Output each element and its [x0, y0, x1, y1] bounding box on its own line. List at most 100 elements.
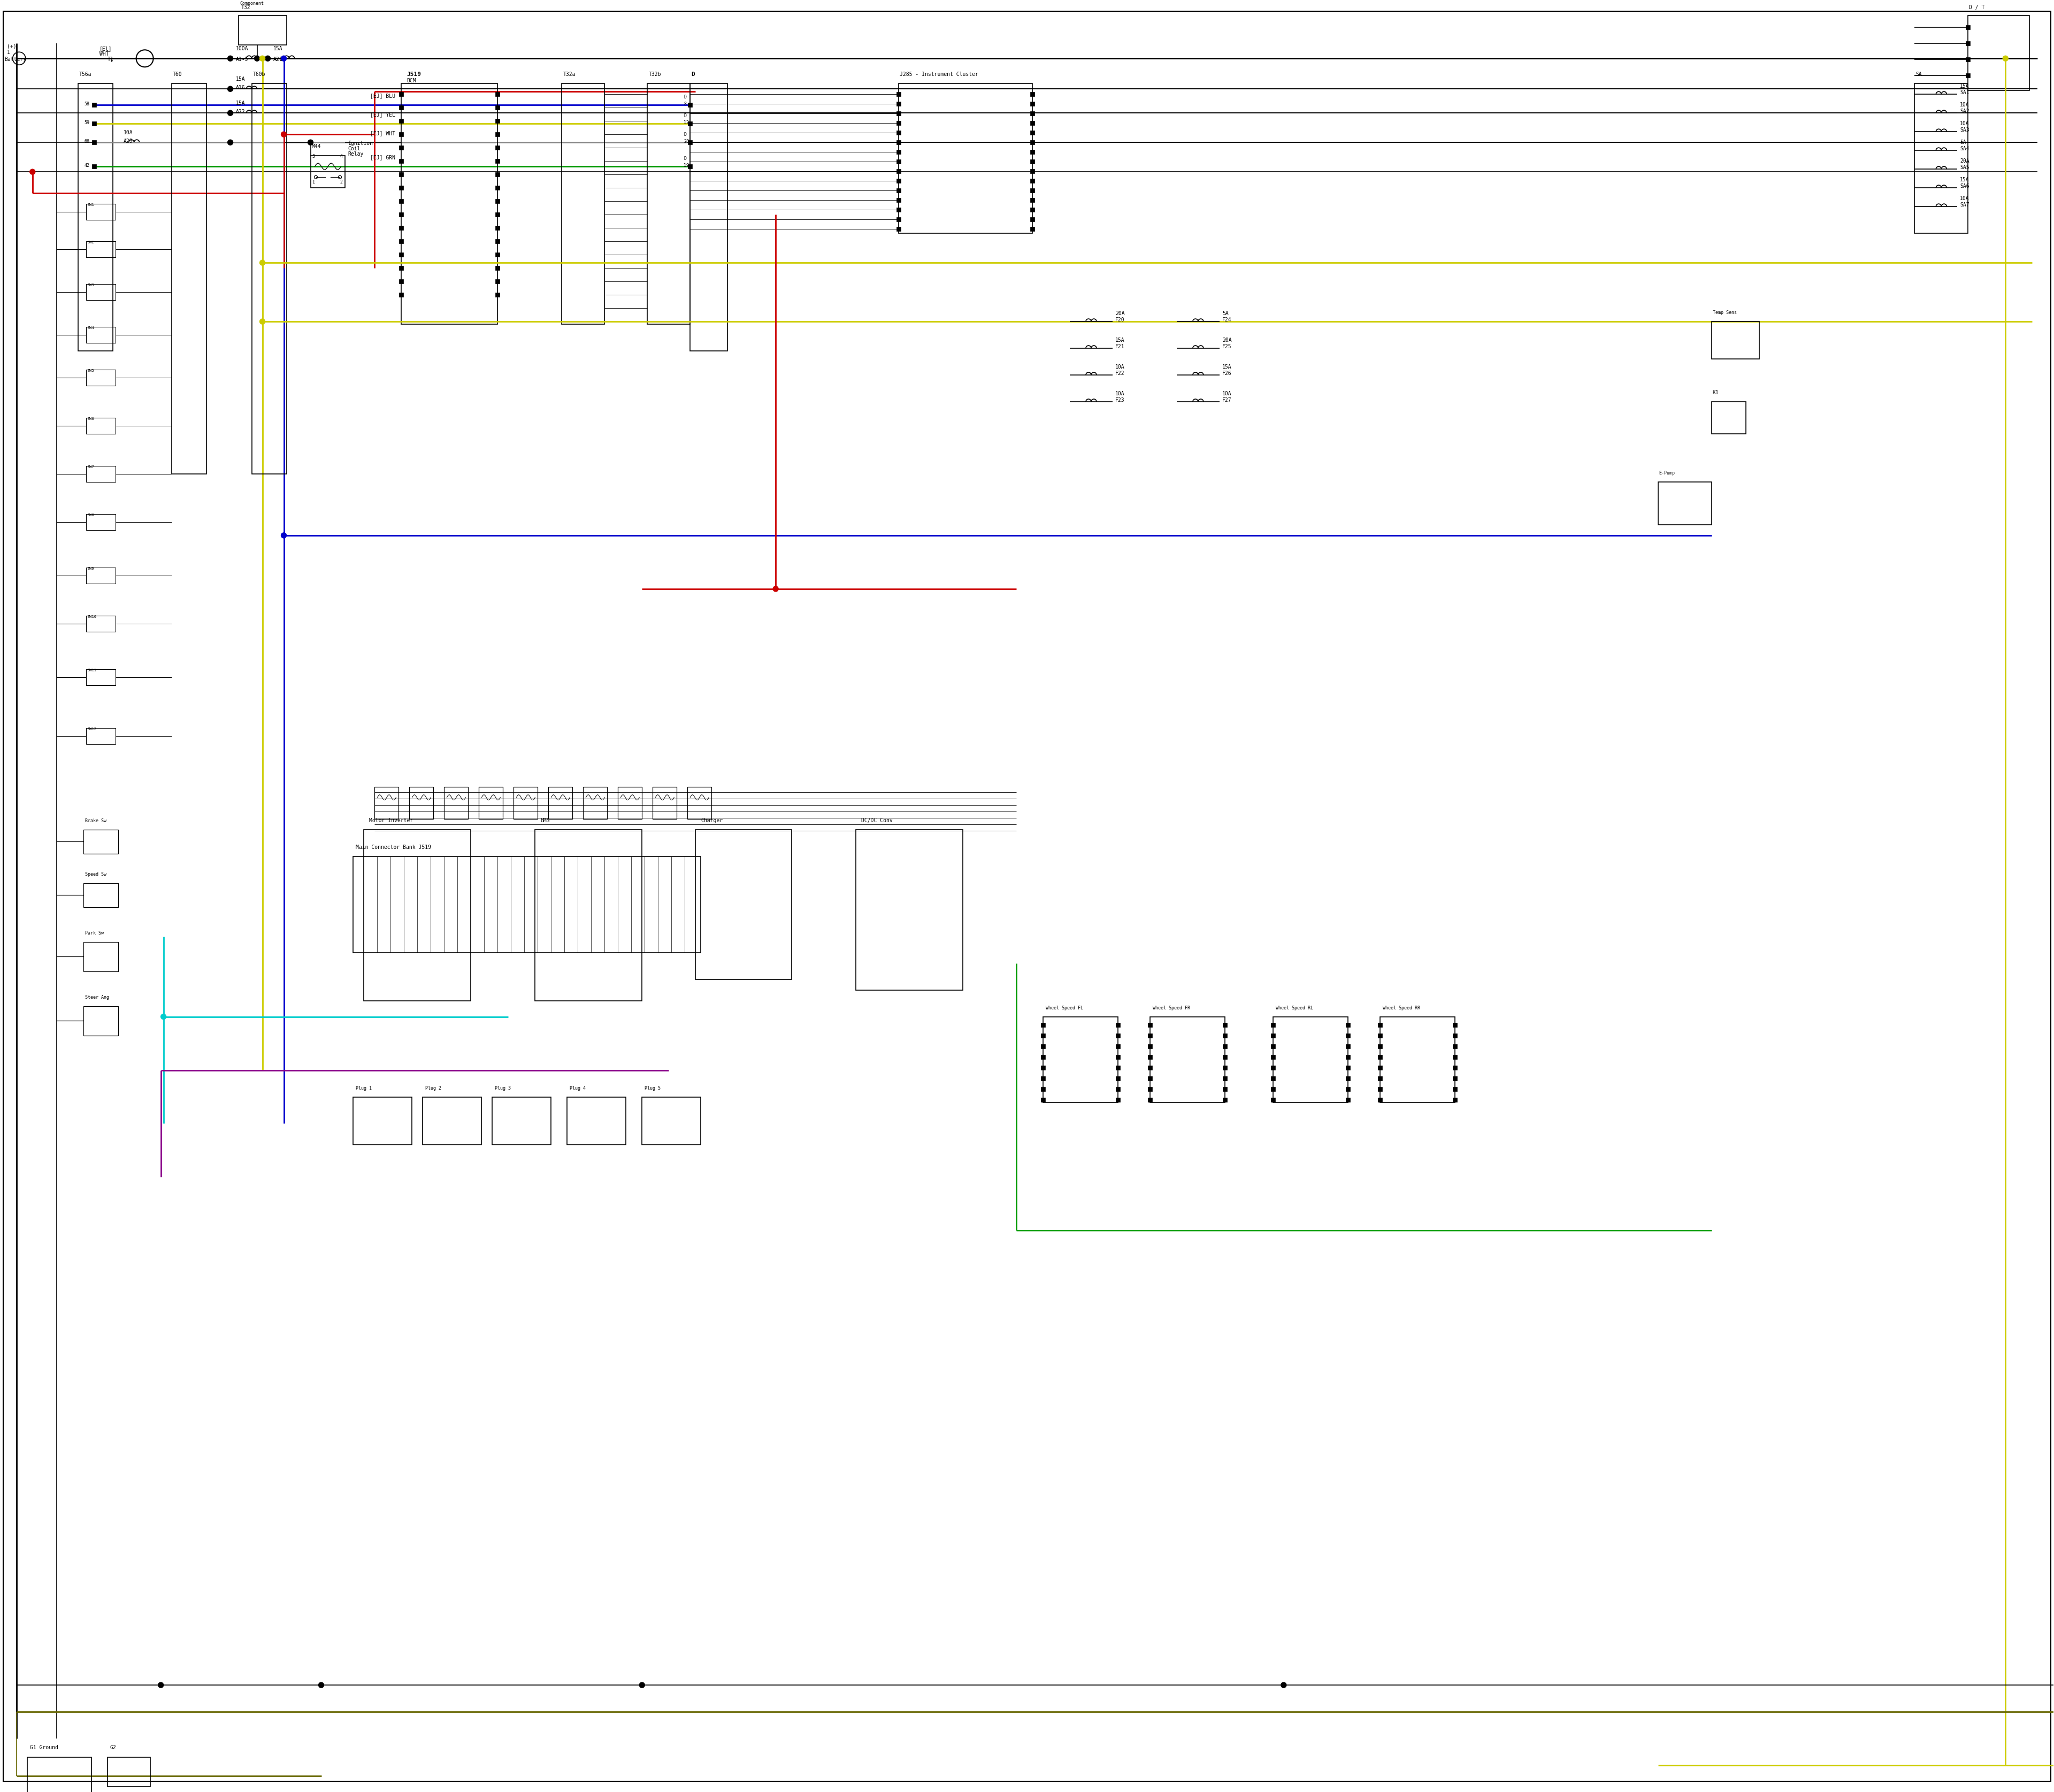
Bar [1031, 188, 1035, 194]
Bar [107, 1758, 150, 1787]
Bar [1378, 1023, 1382, 1027]
Bar [1271, 1045, 1276, 1048]
Bar [896, 188, 902, 194]
Text: SW11: SW11 [88, 668, 97, 672]
Text: WHT: WHT [99, 52, 109, 57]
Bar [353, 1097, 413, 1145]
Circle shape [308, 140, 312, 145]
Bar [1041, 1055, 1045, 1059]
Text: [EJ] WHT: [EJ] WHT [370, 131, 396, 136]
Bar [1222, 1034, 1226, 1038]
Bar [1115, 1097, 1119, 1102]
Bar [1378, 1034, 1382, 1038]
Circle shape [259, 260, 265, 265]
Text: F25: F25 [1222, 344, 1232, 349]
Bar [495, 213, 499, 217]
Text: SW4: SW4 [88, 326, 94, 330]
Text: 20A: 20A [1115, 310, 1126, 315]
Bar [1031, 197, 1035, 202]
Bar [1345, 1023, 1349, 1027]
Text: 10A: 10A [1115, 364, 1126, 369]
Text: 1: 1 [312, 179, 314, 185]
Bar [92, 102, 97, 108]
Bar [1271, 1075, 1276, 1081]
Bar [86, 369, 115, 385]
Bar [1452, 1045, 1456, 1048]
Bar [398, 280, 403, 283]
Bar [495, 199, 499, 202]
Bar [1150, 1016, 1224, 1102]
Circle shape [281, 56, 286, 61]
Text: SA4: SA4 [1960, 147, 1970, 152]
Text: Temp Sens: Temp Sens [1713, 310, 1736, 315]
Bar [1378, 1055, 1382, 1059]
Text: (+): (+) [6, 43, 16, 48]
Text: 15A: 15A [1960, 177, 1970, 183]
Text: SW6: SW6 [88, 418, 94, 421]
Bar [1115, 1086, 1119, 1091]
Text: Component: Component [240, 2, 265, 5]
Bar [495, 280, 499, 283]
Bar [514, 787, 538, 819]
Bar [1378, 1064, 1382, 1070]
Text: 59: 59 [84, 120, 90, 125]
Bar [1148, 1023, 1152, 1027]
Bar [86, 728, 115, 744]
Circle shape [228, 86, 232, 91]
Bar [618, 787, 643, 819]
Bar [1041, 1097, 1045, 1102]
Bar [84, 830, 117, 853]
Bar [398, 106, 403, 109]
Circle shape [255, 56, 259, 61]
Text: SW2: SW2 [88, 240, 94, 244]
Bar [1115, 1075, 1119, 1081]
Bar [896, 122, 902, 125]
Bar [84, 943, 117, 971]
Bar [398, 172, 403, 177]
Bar [495, 253, 499, 256]
Bar [1271, 1097, 1276, 1102]
Bar [398, 145, 403, 151]
Bar [1711, 321, 1760, 358]
Bar [495, 265, 499, 271]
Text: SW10: SW10 [88, 615, 97, 618]
Bar [1966, 25, 1970, 30]
Bar [688, 140, 692, 145]
Bar [1031, 140, 1035, 145]
Bar [857, 830, 963, 989]
Bar [896, 91, 902, 97]
Text: F23: F23 [1115, 398, 1126, 403]
Text: F20: F20 [1115, 317, 1126, 323]
Bar [1452, 1034, 1456, 1038]
Text: T56a: T56a [78, 72, 92, 77]
Bar [398, 253, 403, 256]
Text: A22: A22 [236, 109, 244, 115]
Bar [495, 145, 499, 151]
Text: 8: 8 [684, 102, 686, 106]
Bar [1148, 1086, 1152, 1091]
Text: G2: G2 [111, 1745, 117, 1751]
Text: F26: F26 [1222, 371, 1232, 376]
Bar [353, 857, 700, 953]
Bar [896, 179, 902, 183]
Circle shape [639, 1683, 645, 1688]
Text: 15A: 15A [236, 100, 244, 106]
Circle shape [281, 532, 286, 538]
Circle shape [160, 1014, 166, 1020]
Bar [1148, 1075, 1152, 1081]
Bar [495, 226, 499, 229]
Text: SA5: SA5 [1960, 165, 1970, 170]
Text: SA7: SA7 [1960, 202, 1970, 208]
Bar [310, 156, 345, 188]
Text: 10A: 10A [123, 131, 134, 136]
Bar [398, 199, 403, 202]
Bar [495, 106, 499, 109]
Bar [688, 165, 692, 168]
Bar [1345, 1075, 1349, 1081]
Text: SW9: SW9 [88, 566, 94, 570]
Bar [86, 242, 115, 258]
Bar [1345, 1045, 1349, 1048]
Text: Park Sw: Park Sw [84, 930, 103, 935]
Bar [1041, 1023, 1045, 1027]
Text: 20A: 20A [1222, 337, 1232, 342]
